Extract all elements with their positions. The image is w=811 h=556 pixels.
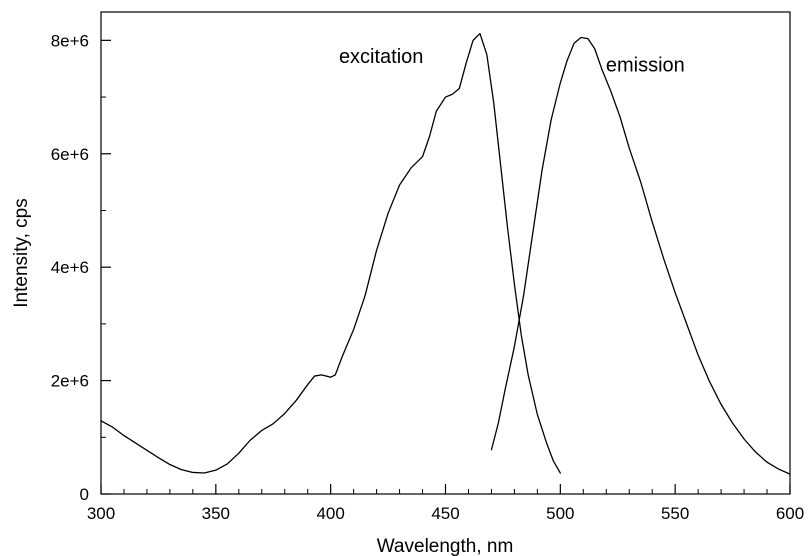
y-tick-label: 8e+6 [51,31,89,50]
x-tick-label: 450 [431,504,459,523]
y-tick-label: 6e+6 [51,145,89,164]
y-tick-label: 2e+6 [51,372,89,391]
y-tick-label: 4e+6 [51,258,89,277]
series-layer [100,32,791,475]
x-tick-label: 300 [87,504,115,523]
x-axis-ticks [100,484,791,494]
y-axis-ticks [101,39,111,495]
x-axis-tick-labels: 300 350 400 450 500 550 600 [87,504,804,523]
x-tick-label: 600 [776,504,804,523]
series-line-excitation [100,32,561,474]
curve-label-excitation: excitation [339,46,424,68]
curve-label-emission: emission [606,55,685,77]
x-axis-title: Wavelength, nm [377,536,514,556]
x-tick-label: 500 [546,504,574,523]
y-axis-tick-labels: 0 2e+6 4e+6 6e+6 8e+6 [51,31,89,504]
y-axis-title: Intensity, cps [11,198,32,307]
series-line-emission [490,36,791,475]
y-tick-label: 0 [80,485,89,504]
plot-frame [100,11,791,495]
x-tick-label: 550 [661,504,689,523]
annotation-layer: excitation emission [339,46,685,77]
x-tick-label: 350 [202,504,230,523]
x-tick-label: 400 [316,504,344,523]
